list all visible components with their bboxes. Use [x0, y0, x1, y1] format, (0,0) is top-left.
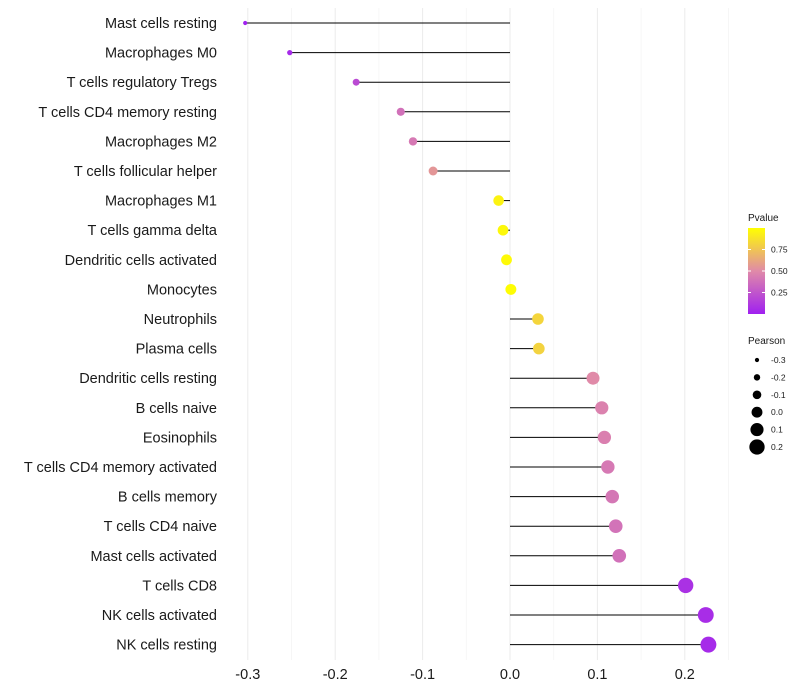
- data-point: [601, 460, 615, 474]
- y-tick-label: T cells regulatory Tregs: [67, 75, 217, 91]
- data-point: [287, 49, 293, 56]
- data-point: [352, 78, 360, 86]
- data-point: [595, 401, 609, 415]
- legend-size-label: -0.2: [771, 372, 786, 382]
- y-tick-label: NK cells resting: [116, 638, 217, 654]
- points: [243, 20, 717, 653]
- y-tick-label: Eosinophils: [143, 430, 217, 446]
- y-tick-label: T cells CD4 memory resting: [38, 105, 217, 121]
- legend-pvalue-title: Pvalue: [748, 213, 779, 224]
- legend-size-key: [750, 423, 764, 437]
- y-tick-label: NK cells activated: [102, 608, 217, 624]
- legend-size-key: [753, 374, 761, 381]
- y-tick-label: B cells naive: [136, 401, 217, 417]
- y-tick-label: T cells CD8: [142, 578, 217, 594]
- x-tick-label: -0.2: [323, 667, 348, 683]
- x-tick-label: 0.2: [675, 667, 695, 683]
- y-tick-label: Dendritic cells resting: [79, 371, 217, 387]
- data-point: [612, 548, 627, 563]
- legend-size-label: -0.3: [771, 355, 786, 365]
- x-tick-label: 0.1: [587, 667, 607, 683]
- legend-colorbar-label: 0.50: [771, 266, 788, 276]
- legend-colorbar-label: 0.75: [771, 245, 788, 255]
- data-point: [505, 283, 517, 295]
- y-axis-labels: Mast cells resting Macrophages M0 T cells …: [24, 16, 218, 654]
- y-tick-label: Mast cells resting: [105, 16, 217, 32]
- x-axis-labels: -0.3 -0.2 -0.1 0.0 0.1 0.2: [235, 667, 695, 683]
- data-point: [243, 20, 248, 26]
- y-tick-label: T cells gamma delta: [88, 223, 218, 239]
- data-point: [532, 313, 544, 325]
- x-tick-label: -0.1: [410, 667, 435, 683]
- legend-pearson: Pearson -0.3 -0.2 -0.1 0.0 0.1 0.2: [748, 336, 786, 455]
- data-point: [700, 636, 717, 653]
- y-tick-label: T cells CD4 memory activated: [24, 460, 217, 476]
- data-point: [497, 224, 509, 236]
- legend-size-key: [754, 357, 760, 363]
- grid-lines: [247, 8, 729, 660]
- legend-size-label: 0.2: [771, 442, 783, 452]
- data-point: [608, 519, 623, 533]
- y-tick-label: B cells memory: [118, 490, 218, 506]
- legend-size-label: 0.0: [771, 407, 783, 417]
- x-tick-label: 0.0: [500, 667, 520, 683]
- y-tick-label: Neutrophils: [144, 312, 217, 328]
- data-point: [586, 371, 600, 385]
- data-point: [428, 166, 438, 176]
- data-point: [597, 430, 612, 445]
- legend-pvalue: Pvalue 0.75 0.50 0.25: [748, 213, 788, 314]
- data-point: [408, 137, 418, 146]
- data-point: [605, 489, 620, 504]
- data-point: [493, 195, 504, 206]
- y-tick-label: Mast cells activated: [90, 549, 217, 565]
- y-tick-label: Macrophages M0: [105, 46, 217, 62]
- data-point: [697, 607, 714, 623]
- y-tick-label: Macrophages M1: [105, 194, 217, 210]
- legend-size-key: [752, 390, 762, 400]
- y-tick-label: T cells CD4 naive: [104, 519, 217, 535]
- y-tick-label: Macrophages M2: [105, 134, 217, 150]
- y-tick-label: Monocytes: [147, 282, 217, 298]
- legend-size-key: [751, 406, 763, 418]
- stems: [245, 22, 709, 646]
- legend-pearson-title: Pearson: [748, 336, 785, 347]
- legend-size-label: 0.1: [771, 425, 783, 435]
- y-tick-label: T cells follicular helper: [74, 164, 217, 180]
- data-point: [533, 342, 545, 355]
- legend-colorbar-label: 0.25: [771, 288, 788, 298]
- data-point: [501, 254, 512, 266]
- x-tick-label: -0.3: [235, 667, 260, 683]
- data-point: [677, 577, 694, 594]
- legend-size-key: [749, 439, 765, 455]
- y-tick-label: Dendritic cells activated: [65, 253, 217, 269]
- data-point: [396, 107, 405, 116]
- legend-size-label: -0.1: [771, 390, 786, 400]
- legend-colorbar: [748, 228, 765, 314]
- y-tick-label: Plasma cells: [136, 342, 217, 358]
